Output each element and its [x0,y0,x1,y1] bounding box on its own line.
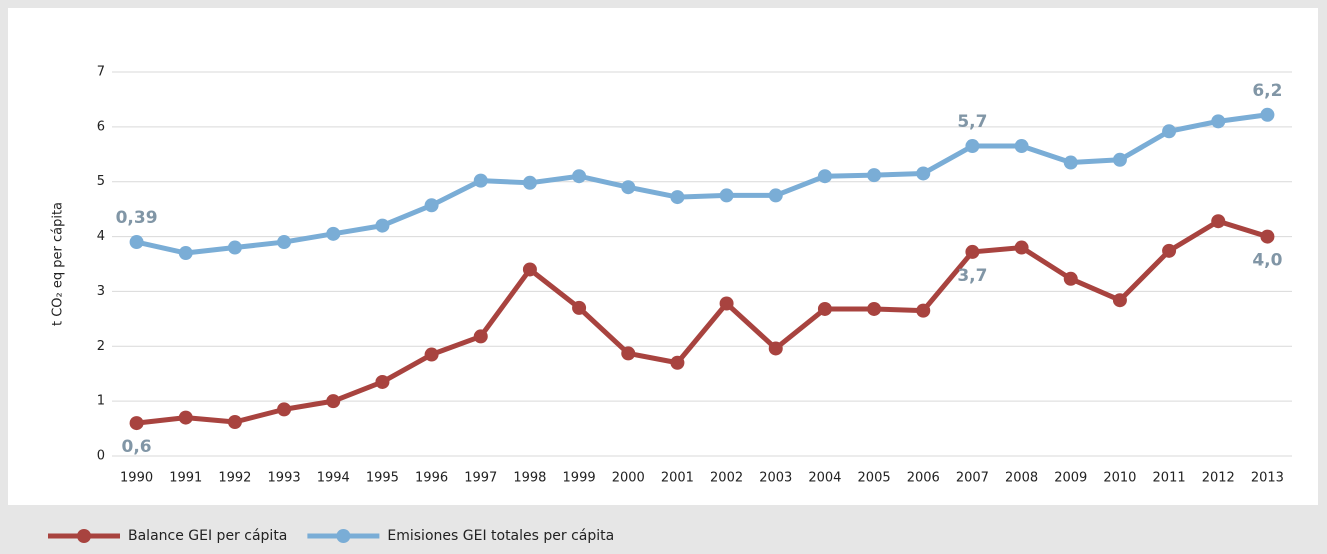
value-label: 3,7 [957,266,987,286]
x-tick-label: 2013 [1251,471,1284,486]
point [326,226,341,241]
x-tick-label: 1998 [513,471,546,486]
value-label: 0,39 [116,208,158,228]
legend-label: Emisiones GEI totales per cápita [387,528,614,544]
point [227,414,242,429]
point [424,347,439,362]
x-tick-label: 2009 [1054,471,1087,486]
x-tick-label: 2003 [759,471,792,486]
y-axis-label: t CO₂ eq per cápita [51,202,66,326]
point [768,188,783,203]
point [129,235,144,250]
point [473,173,488,188]
point [768,341,783,356]
series-line [136,112,1268,256]
point [424,198,439,213]
point [572,300,587,315]
legend-marker [336,529,351,543]
point [277,235,292,250]
x-tick-label: 2001 [661,471,694,486]
point [178,246,193,261]
point [1014,240,1029,255]
point [621,346,636,361]
x-tick-label: 2007 [956,471,989,486]
point [178,410,193,425]
plot-background [8,8,1318,505]
point [129,416,144,431]
point [1162,243,1177,258]
point [1211,214,1226,229]
y-tick-label: 1 [97,394,105,409]
point [916,303,931,318]
point [817,169,832,184]
point [719,188,734,203]
x-tick-label: 1993 [268,471,301,486]
point [916,166,931,181]
point [1112,152,1127,167]
point [1211,114,1226,129]
y-tick-label: 5 [97,174,105,189]
point [1014,139,1029,154]
x-tick-label: 2012 [1202,471,1235,486]
x-tick-label: 2002 [710,471,743,486]
y-tick-label: 7 [97,65,105,80]
y-tick-label: 0 [97,449,105,464]
point [473,329,488,344]
point [621,180,636,195]
series-line [136,218,1269,426]
y-tick-label: 2 [97,339,105,354]
point [817,301,832,316]
point [326,394,341,409]
x-tick-label: 2011 [1153,471,1186,486]
point [522,262,537,277]
x-tick-label: 2000 [612,471,645,486]
y-tick-label: 3 [97,284,105,299]
point [867,168,882,183]
point [227,240,242,255]
x-tick-label: 2006 [907,471,940,486]
point [965,139,980,154]
x-tick-label: 1991 [169,471,202,486]
x-tick-label: 1997 [464,471,497,486]
x-tick-label: 2008 [1005,471,1038,486]
value-label: 6,2 [1252,81,1282,101]
x-tick-label: 1996 [415,471,448,486]
y-tick-label: 6 [97,119,105,134]
point [719,296,734,311]
x-tick-label: 2004 [808,471,841,486]
point [375,218,390,233]
legend-marker [77,529,91,543]
point [1063,155,1078,170]
point [670,355,685,370]
x-tick-label: 1990 [120,471,153,486]
value-label: 4,0 [1252,251,1282,271]
point [965,244,980,259]
point [1162,124,1177,139]
point [522,175,537,190]
x-tick-label: 2010 [1103,471,1136,486]
point [670,190,685,205]
point [867,301,882,316]
value-label: 0,6 [122,437,152,457]
x-tick-label: 1999 [563,471,596,486]
value-label: 5,7 [957,112,987,132]
point [1260,229,1275,244]
point [1112,293,1127,308]
y-tick-label: 4 [97,229,105,244]
point [1260,107,1275,122]
point [1063,271,1078,286]
x-tick-label: 1994 [317,471,350,486]
x-tick-label: 1992 [218,471,251,486]
point [375,374,390,389]
point [277,402,292,417]
legend-label: Balance GEI per cápita [128,528,287,544]
x-tick-label: 1995 [366,471,399,486]
x-tick-label: 2005 [858,471,891,486]
point [572,169,587,184]
